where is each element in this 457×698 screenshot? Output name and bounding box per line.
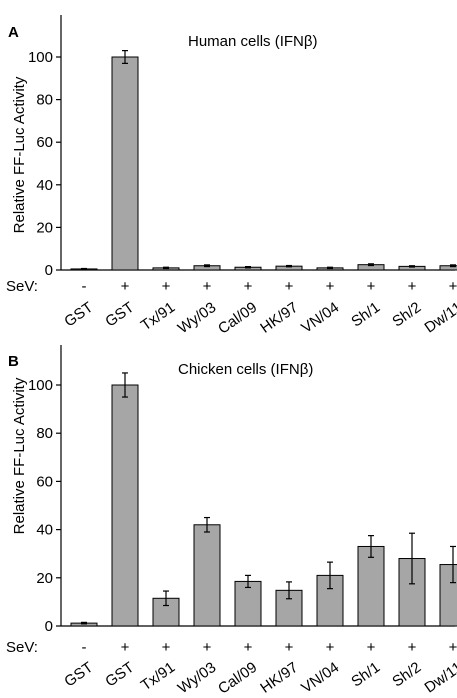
- sev-mark: +: [326, 639, 335, 656]
- x-tick-label: GST: [102, 299, 137, 331]
- x-tick-label: Sh/2: [389, 659, 424, 691]
- error-bar: [122, 50, 128, 64]
- chart-panel-a: A Human cells (IFNβ) Relative FF-Luc Activ…: [6, 15, 457, 338]
- chart-title: Human cells (IFNβ): [188, 33, 317, 50]
- y-tick-label: 0: [45, 262, 53, 279]
- error-bar: [327, 561, 333, 590]
- error-bar: [245, 574, 251, 589]
- sev-mark: +: [449, 639, 457, 656]
- y-tick-label: 60: [36, 134, 53, 151]
- x-tick-label: VN/04: [298, 659, 342, 697]
- error-bar: [163, 266, 169, 270]
- sev-mark: +: [203, 278, 212, 295]
- sev-mark: +: [285, 278, 294, 295]
- sev-row-label: SeV:: [6, 278, 38, 295]
- sev-mark: +: [367, 639, 376, 656]
- sev-mark: +: [244, 639, 253, 656]
- x-tick-label: Dw/11: [422, 299, 457, 337]
- sev-mark: +: [121, 278, 130, 295]
- error-bar: [368, 535, 374, 558]
- error-bar: [286, 264, 292, 268]
- error-bar: [450, 545, 456, 584]
- x-tick-label: Wy/03: [175, 299, 219, 337]
- sev-mark: +: [244, 278, 253, 295]
- x-tick-label: HK/97: [257, 299, 301, 337]
- x-tick-label: HK/97: [257, 659, 301, 697]
- error-bar: [409, 265, 415, 268]
- error-bar: [286, 581, 292, 600]
- error-bar: [368, 263, 374, 267]
- x-tick-label: Tx/91: [138, 659, 178, 694]
- sev-mark: -: [82, 278, 87, 295]
- error-bar: [81, 621, 87, 625]
- x-tick-label: VN/04: [298, 299, 342, 337]
- y-tick-label: 20: [36, 219, 53, 236]
- sev-mark: +: [162, 278, 171, 295]
- bar: [234, 580, 262, 627]
- sev-mark: +: [367, 278, 376, 295]
- error-bar: [245, 265, 251, 269]
- x-tick-label: Sh/1: [348, 299, 383, 331]
- bar: [111, 384, 139, 627]
- x-tick-label: Cal/09: [215, 659, 260, 698]
- sev-mark: +: [121, 639, 130, 656]
- y-tick-label: 80: [36, 92, 53, 109]
- sev-mark: +: [285, 639, 294, 656]
- y-tick-label: 60: [36, 473, 53, 490]
- sev-mark: +: [408, 639, 417, 656]
- sev-mark: -: [82, 639, 87, 656]
- y-tick-label: 0: [45, 618, 53, 635]
- error-bar: [204, 516, 210, 533]
- error-bar: [327, 266, 333, 270]
- panel-label: A: [8, 24, 19, 41]
- panel-label: B: [8, 353, 19, 370]
- y-tick-label: 40: [36, 177, 53, 194]
- chart-title: Chicken cells (IFNβ): [178, 361, 313, 378]
- sev-mark: +: [162, 639, 171, 656]
- x-tick-label: Wy/03: [175, 659, 219, 697]
- x-tick-label: Dw/11: [422, 659, 457, 697]
- x-tick-label: GST: [102, 659, 137, 691]
- sev-mark: +: [203, 639, 212, 656]
- y-axis-label: Relative FF-Luc Activity: [11, 377, 28, 534]
- y-tick-label: 40: [36, 522, 53, 539]
- y-axis-label: Relative FF-Luc Activity: [11, 76, 28, 233]
- error-bar: [81, 267, 87, 270]
- bar: [357, 545, 385, 627]
- bar: [193, 524, 221, 627]
- x-tick-label: GST: [61, 659, 96, 691]
- sev-mark: +: [326, 278, 335, 295]
- bar: [111, 56, 139, 271]
- bar: [439, 564, 457, 627]
- error-bar: [409, 532, 415, 585]
- x-tick-label: GST: [61, 299, 96, 331]
- x-tick-label: Sh/2: [389, 299, 424, 331]
- error-bar: [122, 372, 128, 398]
- x-tick-label: Tx/91: [138, 299, 178, 334]
- y-tick-label: 20: [36, 570, 53, 587]
- sev-row-label: SeV:: [6, 639, 38, 656]
- chart-panel-b: B Chicken cells (IFNβ) Relative FF-Luc Act…: [6, 345, 457, 698]
- y-tick-label: 80: [36, 425, 53, 442]
- error-bar: [450, 264, 456, 268]
- x-tick-label: Cal/09: [215, 299, 260, 338]
- y-tick-label: 100: [28, 49, 53, 66]
- y-tick-label: 100: [28, 377, 53, 394]
- x-tick-label: Sh/1: [348, 659, 383, 691]
- sev-mark: +: [408, 278, 417, 295]
- sev-mark: +: [449, 278, 457, 295]
- error-bar: [204, 264, 210, 268]
- error-bar: [163, 590, 169, 607]
